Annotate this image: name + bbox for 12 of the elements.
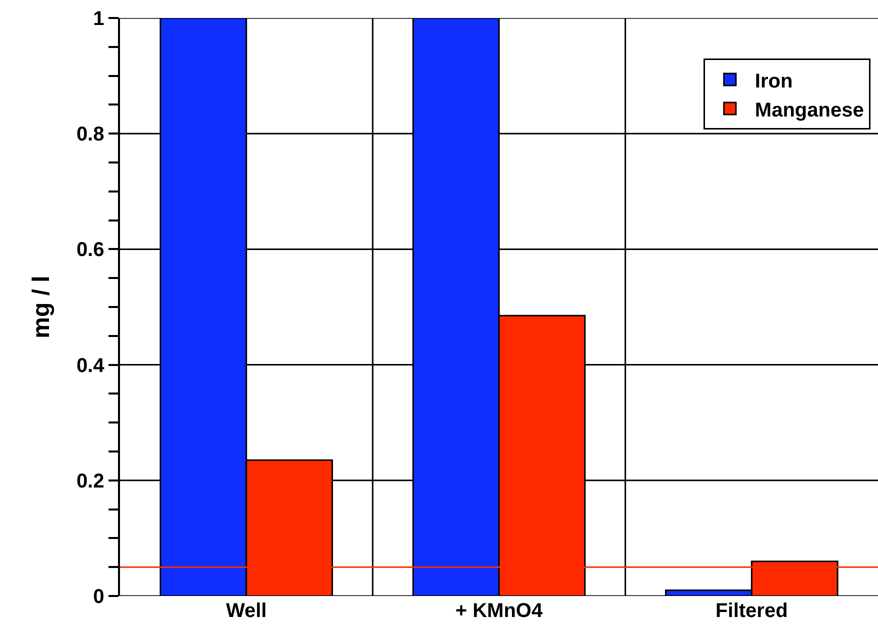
y-tick-label: 1 [93, 8, 104, 30]
y-tick-label: 0.8 [76, 124, 104, 146]
x-tick-label: Filtered [716, 600, 788, 622]
legend-label: Iron [754, 70, 793, 92]
x-tick-label: + KMnO4 [455, 600, 544, 622]
x-tick-label: Well [226, 600, 267, 622]
y-tick-label: 0.6 [76, 239, 104, 262]
legend-label: Manganese [754, 99, 864, 122]
y-axis-title: mg / l [28, 276, 56, 338]
y-tick-label: 0 [93, 586, 104, 608]
y-tick-label: 0.2 [76, 470, 104, 492]
y-tick-label: 0.4 [76, 354, 106, 377]
